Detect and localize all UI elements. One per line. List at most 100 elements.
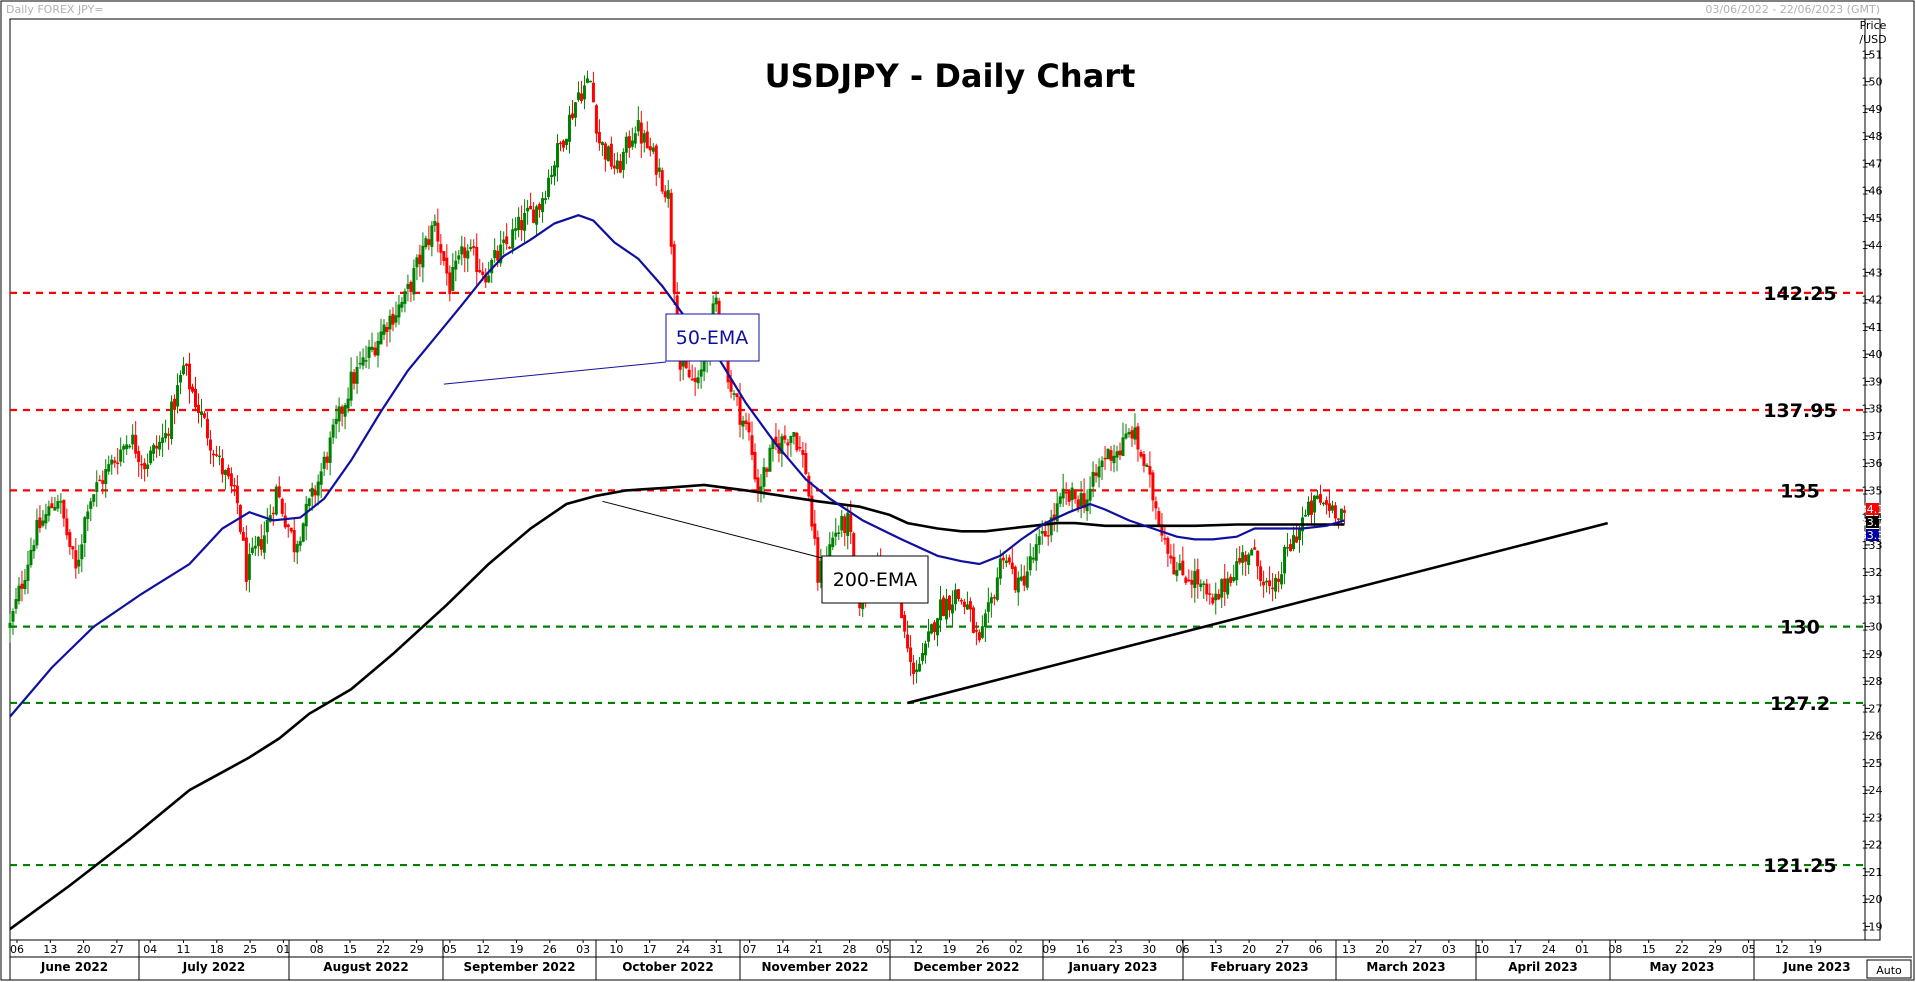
candle-body	[143, 462, 147, 470]
level-label-2: 135	[1780, 480, 1820, 502]
candle	[1031, 546, 1035, 564]
candle	[349, 357, 353, 407]
candle	[565, 138, 568, 150]
candle-body	[786, 442, 790, 446]
candle-body	[792, 431, 796, 437]
candle-body	[1244, 554, 1248, 562]
day-tick-label: 28	[843, 943, 857, 956]
candle-body	[1280, 574, 1284, 585]
candle-body	[795, 432, 799, 451]
price-axis-unit: /USD	[1859, 33, 1886, 46]
candle-body	[53, 507, 57, 511]
candle-body	[1250, 549, 1254, 556]
candle-body	[56, 501, 60, 509]
candle-body	[406, 284, 410, 289]
candle	[208, 430, 212, 465]
candle-body	[208, 439, 212, 451]
y-tick-label: 139	[1862, 375, 1883, 388]
candle-body	[62, 499, 66, 519]
candle	[1022, 565, 1026, 592]
candle	[86, 504, 90, 532]
candle-body	[924, 643, 928, 656]
candle	[801, 441, 805, 468]
candle	[576, 81, 580, 102]
day-tick-label: 22	[376, 943, 390, 956]
candle-body	[1181, 560, 1185, 576]
candle-body	[241, 531, 245, 541]
y-tick-label: 119	[1862, 920, 1883, 933]
candle-body	[714, 297, 718, 305]
candle-body	[370, 346, 374, 350]
day-tick-label: 03	[576, 943, 590, 956]
candle	[301, 522, 305, 543]
candle	[1121, 422, 1125, 457]
candle-body	[687, 369, 691, 378]
candle-body	[128, 445, 132, 448]
candle	[795, 431, 799, 453]
candle-body	[654, 145, 658, 175]
candle-body	[693, 377, 697, 383]
candle	[241, 527, 245, 541]
candle-body	[14, 599, 18, 609]
candle	[759, 474, 763, 503]
candle-body	[451, 266, 455, 291]
candle	[666, 180, 670, 208]
candle	[325, 451, 329, 470]
candle-body	[1321, 502, 1325, 505]
candle	[110, 454, 114, 475]
candle-body	[65, 518, 69, 536]
candle	[792, 431, 796, 445]
candle	[277, 476, 281, 499]
candle	[1309, 492, 1313, 524]
candle-body	[343, 405, 347, 417]
candle	[585, 70, 589, 84]
candle-body	[1043, 531, 1047, 537]
candle-body	[1079, 493, 1083, 507]
candle	[550, 165, 554, 185]
day-tick-label: 19	[510, 943, 524, 956]
candle-body	[1211, 597, 1215, 604]
candle-body	[831, 537, 835, 548]
price-axis[interactable]: Price/USD 119 120 121 122 123 124 125 126 127 128 1…	[1853, 19, 1892, 933]
candle-body	[630, 140, 634, 147]
candle	[971, 605, 975, 634]
candle-body	[214, 454, 218, 456]
candle-body	[412, 268, 416, 295]
candle	[442, 251, 446, 266]
candle	[122, 443, 126, 463]
candle	[1253, 539, 1257, 550]
candle-body	[1127, 432, 1131, 435]
candle	[1025, 556, 1029, 591]
candle	[1211, 593, 1215, 606]
level-label-5: 121.25	[1763, 855, 1836, 877]
candle-body	[1154, 501, 1158, 509]
candle-body	[1217, 593, 1221, 600]
candle-body	[185, 363, 189, 366]
candle-body	[995, 577, 999, 600]
candle	[950, 590, 954, 627]
candle-body	[511, 229, 515, 249]
candle	[965, 591, 969, 611]
candle-body	[684, 357, 688, 369]
candle-body	[1286, 547, 1290, 549]
candle	[1154, 496, 1158, 520]
candle	[149, 446, 153, 466]
candle	[819, 548, 823, 589]
day-tick-label: 15	[343, 943, 357, 956]
candle-body	[941, 597, 945, 617]
candle-body	[753, 451, 757, 480]
candle	[158, 435, 162, 457]
candle	[1091, 461, 1095, 498]
candle	[418, 244, 422, 277]
time-axis[interactable]: 06 13 20 27 04 11 18 25 01 08 15 22 29 05 12 19 26 03 10 17…	[9, 939, 1912, 980]
month-label: September 2022	[464, 960, 576, 974]
candle	[974, 621, 978, 646]
candle-body	[191, 386, 195, 392]
candle	[1289, 538, 1293, 552]
day-tick-label: 11	[177, 943, 191, 956]
candle	[953, 583, 957, 611]
candle	[104, 459, 108, 498]
candle	[1262, 570, 1266, 598]
candle-body	[1214, 593, 1218, 601]
candle	[538, 202, 542, 218]
